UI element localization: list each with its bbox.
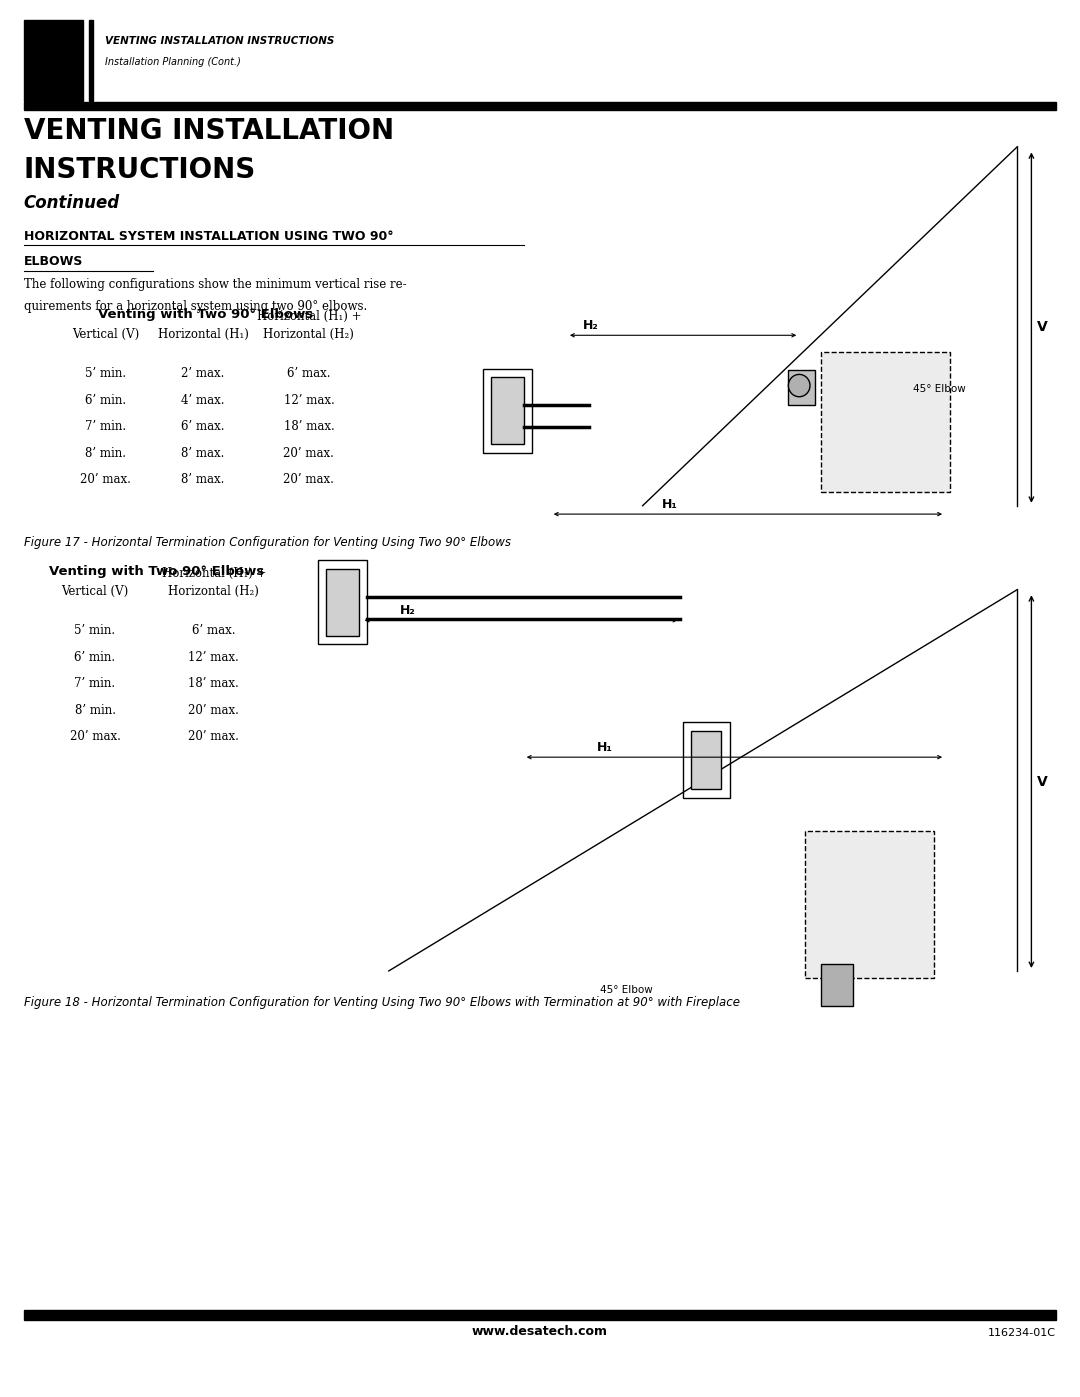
Bar <box>483 369 532 453</box>
Text: 7’ min.: 7’ min. <box>85 420 126 433</box>
Text: 6’ min.: 6’ min. <box>75 651 116 664</box>
Text: Vertical (V): Vertical (V) <box>72 328 139 341</box>
Bar <box>24 20 83 101</box>
Text: Horizontal (H₁): Horizontal (H₁) <box>158 328 248 341</box>
Text: 18’ max.: 18’ max. <box>284 420 334 433</box>
Bar <box>491 377 524 444</box>
Bar <box>821 964 853 1006</box>
Bar <box>24 102 1056 110</box>
Text: ELBOWS: ELBOWS <box>24 256 83 268</box>
Text: 5’ min.: 5’ min. <box>85 367 126 380</box>
Text: HORIZONTAL SYSTEM INSTALLATION USING TWO 90°: HORIZONTAL SYSTEM INSTALLATION USING TWO… <box>24 231 393 243</box>
Text: The following configurations show the minimum vertical rise re-: The following configurations show the mi… <box>24 278 406 291</box>
Bar <box>24 1310 1056 1320</box>
Text: V: V <box>1037 320 1048 334</box>
Bar <box>805 831 934 978</box>
Text: 4’ max.: 4’ max. <box>181 394 225 407</box>
Text: 6’ max.: 6’ max. <box>192 624 235 637</box>
Bar <box>326 569 359 636</box>
Text: Figure 17 - Horizontal Termination Configuration for Venting Using Two 90° Elbow: Figure 17 - Horizontal Termination Confi… <box>24 536 511 549</box>
Text: VENTING INSTALLATION INSTRUCTIONS: VENTING INSTALLATION INSTRUCTIONS <box>105 36 334 46</box>
Text: Venting with Two 90° Elbows: Venting with Two 90° Elbows <box>97 309 313 321</box>
Text: 2’ max.: 2’ max. <box>181 367 225 380</box>
Text: Continued: Continued <box>24 194 120 212</box>
Text: 20’ max.: 20’ max. <box>69 731 121 743</box>
Text: 6’ max.: 6’ max. <box>287 367 330 380</box>
Text: Installation Planning (Cont.): Installation Planning (Cont.) <box>105 57 241 67</box>
Text: INSTRUCTIONS: INSTRUCTIONS <box>24 156 256 184</box>
Text: H₂: H₂ <box>400 605 416 617</box>
Text: 20’ max.: 20’ max. <box>188 731 240 743</box>
Text: 12’ max.: 12’ max. <box>189 651 239 664</box>
Text: 8’ max.: 8’ max. <box>181 447 225 460</box>
Bar <box>691 731 721 789</box>
Text: 12’ max.: 12’ max. <box>284 394 334 407</box>
Text: VENTING INSTALLATION: VENTING INSTALLATION <box>24 117 394 145</box>
Text: 20’ max.: 20’ max. <box>80 474 132 486</box>
Text: H₁: H₁ <box>597 742 612 754</box>
Text: 8’ min.: 8’ min. <box>75 704 116 717</box>
Text: 18’ max.: 18’ max. <box>189 678 239 690</box>
Ellipse shape <box>788 374 810 397</box>
Text: Vertical (V): Vertical (V) <box>62 585 129 598</box>
Bar <box>683 722 730 798</box>
Text: Horizontal (H₂): Horizontal (H₂) <box>168 585 259 598</box>
Text: V: V <box>1037 775 1048 789</box>
Text: 6’ max.: 6’ max. <box>181 420 225 433</box>
Text: 45° Elbow: 45° Elbow <box>913 384 966 394</box>
Text: H₂: H₂ <box>583 320 599 332</box>
Bar <box>821 352 950 492</box>
Text: 12: 12 <box>40 61 66 78</box>
Bar <box>318 560 367 644</box>
Bar <box>788 370 815 405</box>
Text: Horizontal (H₁) +: Horizontal (H₁) + <box>162 567 266 580</box>
Text: 8’ min.: 8’ min. <box>85 447 126 460</box>
Text: H₁: H₁ <box>662 499 677 511</box>
Text: Horizontal (H₂): Horizontal (H₂) <box>264 328 354 341</box>
Text: quirements for a horizontal system using two 90° elbows.: quirements for a horizontal system using… <box>24 300 367 313</box>
Text: 8’ max.: 8’ max. <box>181 474 225 486</box>
Text: www.desatech.com: www.desatech.com <box>472 1326 608 1338</box>
Text: 7’ min.: 7’ min. <box>75 678 116 690</box>
Text: 5’ min.: 5’ min. <box>75 624 116 637</box>
Text: 20’ max.: 20’ max. <box>283 447 335 460</box>
Text: 20’ max.: 20’ max. <box>283 474 335 486</box>
Text: Horizontal (H₁) +: Horizontal (H₁) + <box>257 310 361 323</box>
Text: 116234-01C: 116234-01C <box>988 1329 1056 1338</box>
Text: 45° Elbow: 45° Elbow <box>600 985 652 995</box>
Text: Figure 18 - Horizontal Termination Configuration for Venting Using Two 90° Elbow: Figure 18 - Horizontal Termination Confi… <box>24 996 740 1009</box>
Text: 20’ max.: 20’ max. <box>188 704 240 717</box>
Bar <box>89 20 93 101</box>
Text: 6’ min.: 6’ min. <box>85 394 126 407</box>
Text: Venting with Two 90° Elbows: Venting with Two 90° Elbows <box>49 566 265 578</box>
